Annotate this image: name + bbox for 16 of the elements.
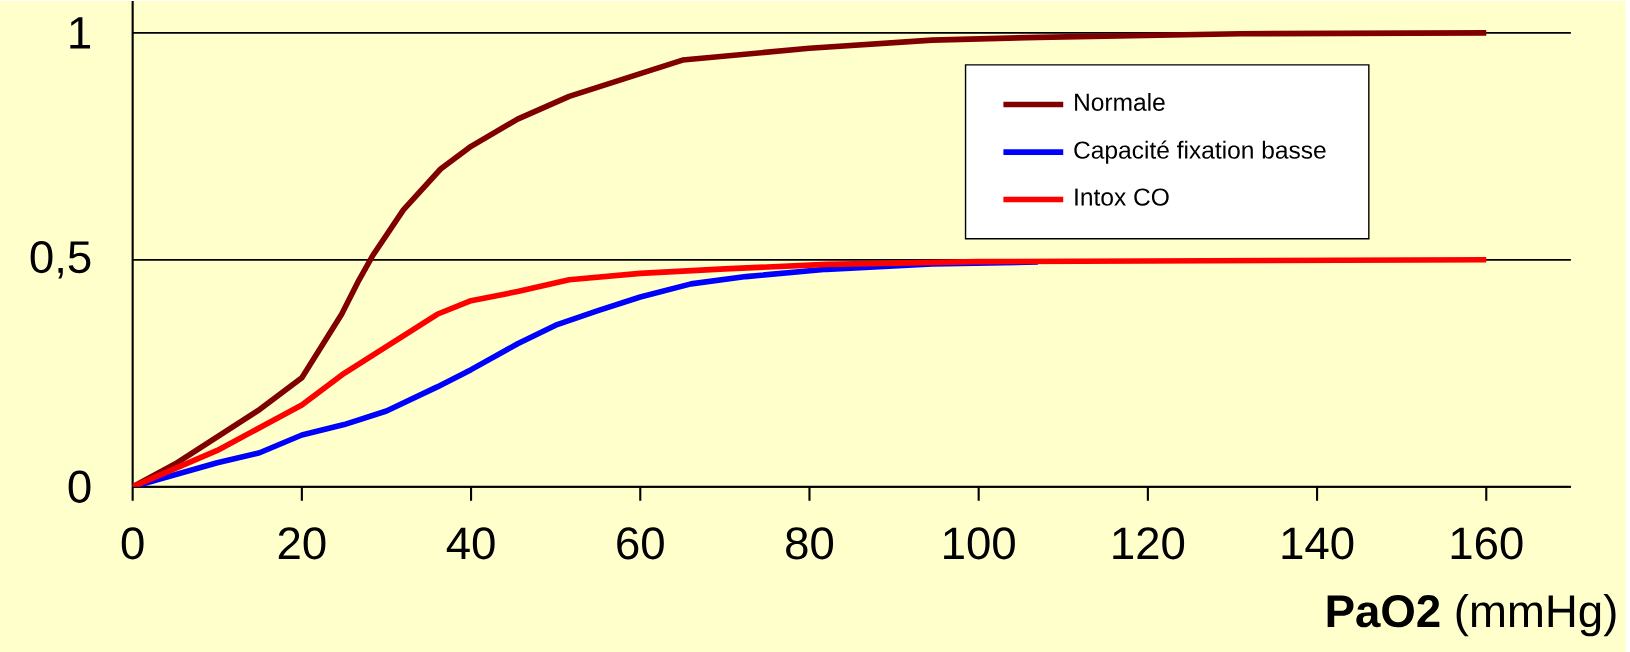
x-tick-label: 160	[1451, 527, 1523, 560]
x-axis-title: PaO2 (mmHg)	[1327, 593, 1616, 637]
y-tick-label: 0	[68, 470, 91, 503]
y-tick-label: 1	[70, 17, 91, 49]
x-tick-label: 40	[446, 527, 495, 560]
legend-label: Normale	[1075, 92, 1165, 111]
x-tick-label: 140	[1282, 527, 1354, 560]
x-tick-label: 80	[786, 527, 834, 560]
x-tick-label: 60	[617, 527, 664, 560]
x-tick-label: 100	[944, 527, 1015, 560]
x-tick-label: 20	[278, 527, 326, 560]
legend-label: Capacité fixation basse	[1074, 140, 1326, 164]
y-tick-label: 0,5	[30, 240, 91, 279]
x-tick-label: 120	[1113, 527, 1185, 560]
x-tick-label: 0	[121, 527, 144, 560]
legend-label: Intox CO	[1075, 188, 1169, 206]
